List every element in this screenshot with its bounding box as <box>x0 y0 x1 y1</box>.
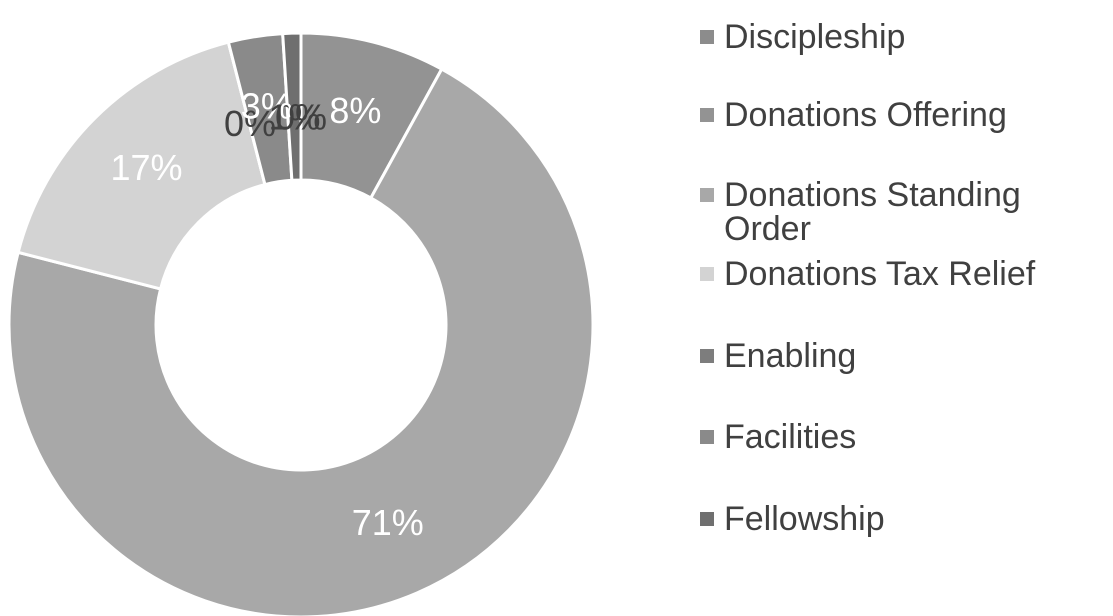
legend-swatch <box>700 349 714 363</box>
legend-label: Fellowship <box>724 500 885 538</box>
legend-swatch <box>700 430 714 444</box>
legend-swatch <box>700 267 714 281</box>
legend-item: Fellowship <box>700 502 1100 536</box>
slice <box>16 40 267 291</box>
data-label: 17% <box>110 147 182 188</box>
legend-item: Facilities <box>700 420 1100 454</box>
legend-label: Donations Standing Order <box>724 176 1021 248</box>
legend-label: Donations Tax Relief <box>724 255 1036 293</box>
data-label: 8% <box>329 90 381 131</box>
slice <box>281 31 303 182</box>
legend-item: Donations Offering <box>700 98 1100 132</box>
data-label: 0% <box>224 103 276 144</box>
legend-swatch <box>700 512 714 526</box>
data-label: 1% <box>269 97 321 138</box>
legend-item: Enabling <box>700 339 1100 373</box>
legend-item: Donations Tax Relief <box>700 257 1100 291</box>
legend-swatch <box>700 108 714 122</box>
legend-label: Donations Offering <box>724 96 1007 134</box>
legend-swatch <box>700 30 714 44</box>
legend-swatch <box>700 188 714 202</box>
legend-label: Enabling <box>724 337 857 375</box>
data-label: 3% <box>241 86 293 127</box>
data-label: 71% <box>352 502 424 543</box>
legend-item: Discipleship <box>700 20 1100 54</box>
legend-item: Donations Standing Order <box>700 178 1100 246</box>
legend-label: Discipleship <box>724 18 906 56</box>
data-label: 0% <box>275 97 327 138</box>
slice <box>7 67 595 616</box>
legend-label: Facilities <box>724 418 857 456</box>
